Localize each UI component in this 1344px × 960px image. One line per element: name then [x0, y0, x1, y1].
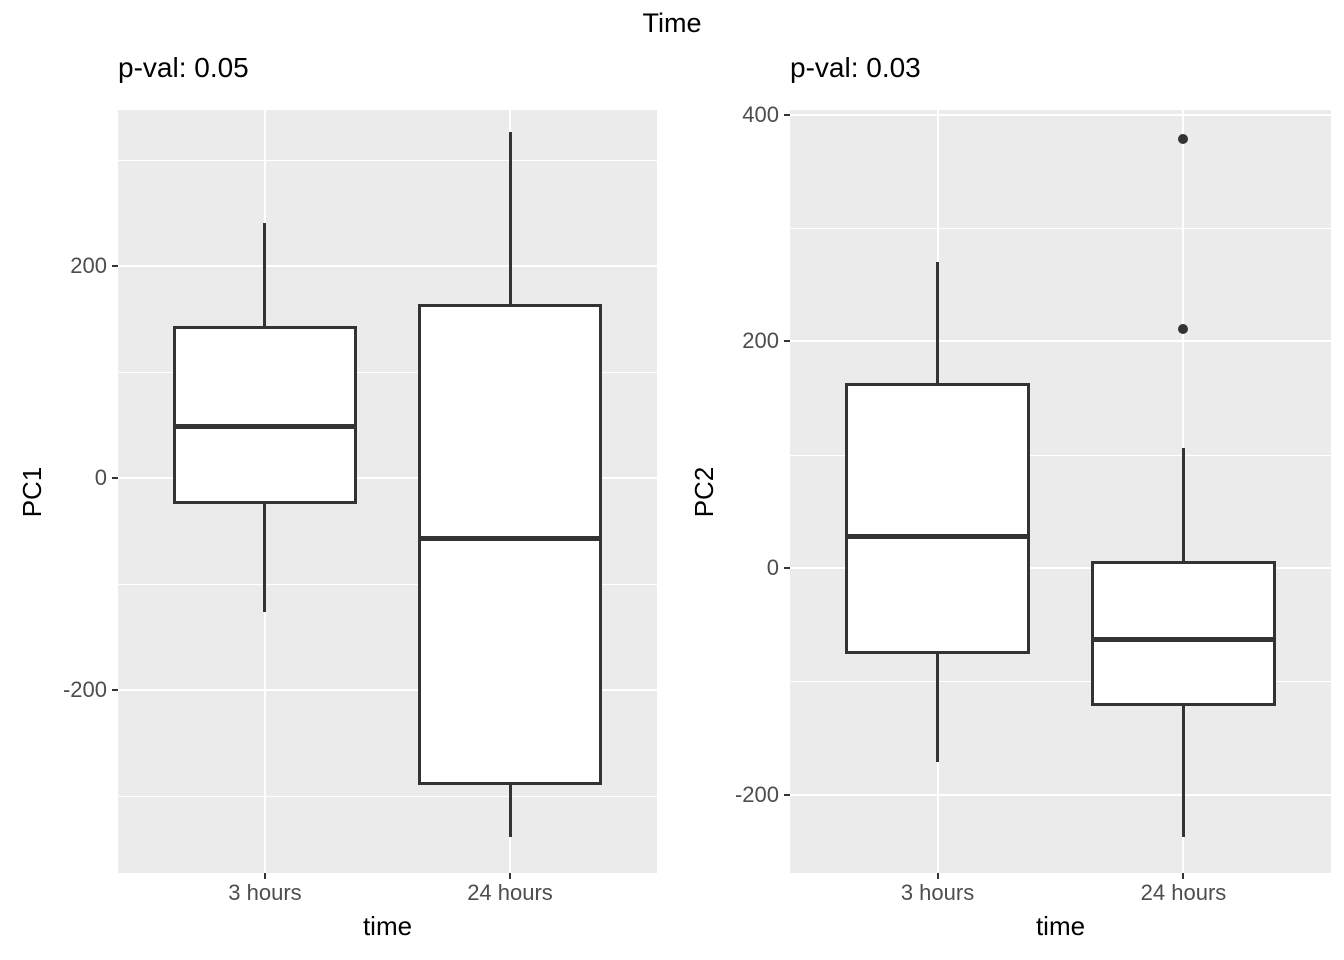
x-tick-label: 3 hours: [900, 880, 975, 905]
boxplot-whisker-lower: [936, 654, 940, 762]
gridline-minor: [118, 583, 657, 585]
gridline-major: [790, 793, 1331, 796]
gridline-major: [118, 264, 657, 267]
boxplot-whisker-lower: [508, 785, 512, 837]
gridline-minor: [790, 681, 1331, 683]
boxplot-median: [845, 533, 1030, 539]
boxplot-box: [418, 303, 602, 786]
boxplot-box: [845, 383, 1030, 655]
x-axis-title: time: [1035, 911, 1086, 941]
gridline-minor: [790, 454, 1331, 456]
gridline-minor: [118, 371, 657, 373]
y-tick-mark: [112, 264, 118, 267]
x-tick-mark: [1182, 873, 1185, 879]
chart-subtitle: p-val: 0.05: [118, 52, 249, 83]
gridline-major: [118, 476, 657, 479]
gridline-minor: [118, 159, 657, 161]
x-tick-mark: [509, 873, 511, 879]
plot-title: Time: [642, 8, 702, 38]
x-tick-label: 24 hours: [1140, 880, 1227, 905]
boxplot-box: [1091, 561, 1276, 707]
boxplot-whisker-upper: [263, 223, 267, 327]
gridline-major: [118, 688, 657, 691]
y-tick-mark: [784, 113, 790, 116]
chart-subtitle: p-val: 0.03: [790, 52, 921, 83]
y-tick-label: 200: [742, 328, 779, 354]
outlier-point: [1178, 323, 1189, 334]
y-tick-label: -200: [734, 781, 779, 807]
gridline-major: [790, 113, 1331, 116]
y-tick-label: 0: [94, 464, 107, 490]
gridline-major: [790, 567, 1331, 570]
boxplot-median: [173, 424, 357, 430]
x-tick-mark: [936, 873, 939, 879]
boxplot-whisker-upper: [508, 132, 512, 304]
y-tick-label: -200: [62, 676, 107, 702]
y-tick-mark: [784, 793, 790, 796]
gridline-minor: [790, 227, 1331, 229]
boxplot-whisker-lower: [1181, 706, 1185, 837]
y-tick-label: 0: [766, 555, 779, 581]
boxplot-whisker-upper: [1181, 447, 1185, 562]
boxplot-whisker-lower: [263, 504, 267, 613]
x-tick-label: 3 hours: [228, 880, 302, 905]
x-tick-mark: [263, 873, 266, 879]
x-axis-title: time: [362, 911, 413, 941]
boxplot-median: [1091, 636, 1276, 642]
y-tick-label: 200: [70, 252, 107, 278]
x-tick-label: 24 hours: [467, 880, 553, 905]
boxplot-box: [173, 326, 357, 505]
y-tick-mark: [112, 688, 118, 691]
boxplot-median: [418, 535, 602, 541]
y-tick-label: 400: [742, 101, 779, 127]
outlier-point: [1178, 134, 1189, 145]
gridline-minor: [118, 795, 657, 797]
boxplot-whisker-upper: [936, 261, 940, 384]
gridline-major: [790, 340, 1331, 343]
y-tick-mark: [784, 567, 790, 570]
y-tick-mark: [112, 476, 118, 479]
y-axis-title: PC2: [689, 466, 719, 517]
y-tick-mark: [784, 340, 790, 343]
